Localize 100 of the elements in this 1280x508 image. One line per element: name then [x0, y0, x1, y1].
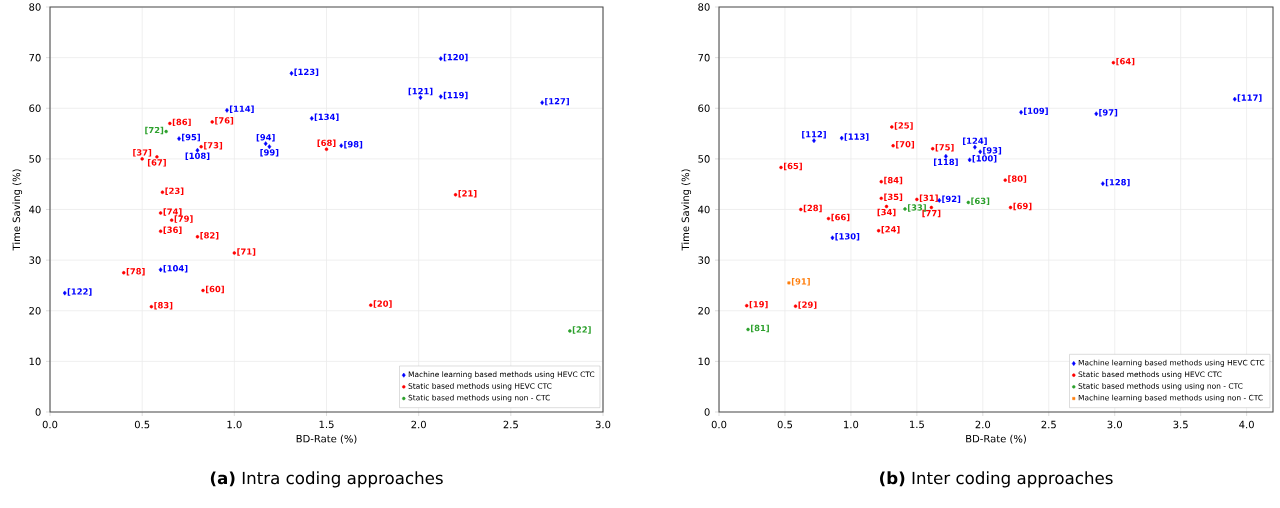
y-axis-title: Time Saving (%) [12, 169, 23, 251]
y-axis-title: Time Saving (%) [681, 169, 692, 251]
annotation: [20] [373, 300, 392, 308]
point [199, 144, 203, 149]
annotation: [98] [344, 140, 363, 149]
point [966, 200, 971, 205]
annotation: [109] [1024, 107, 1048, 115]
annotation: [92] [942, 195, 961, 204]
x-tick-label: 3.0 [595, 420, 611, 429]
point [232, 251, 237, 255]
annotation: [97] [1099, 109, 1118, 117]
annotation: [104] [163, 264, 188, 273]
y-tick-label: 40 [29, 205, 41, 214]
point [568, 329, 572, 333]
annotation: [83] [154, 301, 173, 310]
point [62, 290, 67, 296]
point [369, 303, 373, 307]
point [160, 190, 165, 195]
point [903, 207, 907, 211]
point [169, 218, 174, 222]
x-tick-label: 1.0 [844, 420, 859, 429]
point [140, 157, 144, 161]
point [930, 147, 935, 151]
point [1019, 109, 1023, 115]
annotation: [91] [791, 278, 810, 286]
annotation: [95] [182, 133, 200, 142]
point [210, 120, 214, 124]
annotation: [24] [881, 225, 900, 234]
point [876, 229, 881, 233]
annotation: [68] [317, 139, 336, 147]
y-tick-label: 80 [29, 3, 41, 11]
annotation: [37] [133, 149, 152, 157]
point [879, 179, 883, 184]
y-tick-label: 80 [698, 3, 710, 11]
annotation: [114] [229, 105, 254, 113]
annotation: [31] [919, 194, 938, 203]
x-tick-label: 1.5 [319, 420, 334, 429]
point [839, 135, 844, 141]
annotation: [29] [798, 301, 817, 309]
point [195, 235, 200, 239]
annotation: [35] [884, 193, 903, 202]
x-tick-label: 1.5 [910, 420, 924, 429]
annotation: [86] [172, 118, 191, 127]
y-tick-label: 0 [35, 408, 41, 416]
point [967, 157, 972, 163]
point [164, 129, 168, 134]
point [1003, 178, 1007, 182]
point [799, 207, 803, 212]
point [1111, 60, 1116, 65]
y-tick-label: 20 [698, 306, 710, 315]
point [155, 155, 159, 159]
point [787, 281, 791, 285]
x-tick-label: 2.0 [975, 420, 991, 429]
annotation: [113] [844, 133, 869, 141]
x-axis-title: BD-Rate (%) [966, 434, 1026, 444]
point [891, 143, 895, 148]
y-tick-label: 10 [29, 357, 41, 366]
annotation: [28] [803, 204, 822, 213]
annotation: [76] [215, 117, 234, 125]
annotation: [19] [749, 300, 768, 309]
annotation: [23] [165, 187, 184, 195]
annotation: [21] [458, 190, 477, 198]
annotation: [25] [894, 122, 913, 130]
annotation: [71] [237, 248, 256, 256]
x-tick-label: 3.0 [1107, 420, 1122, 429]
annotation: [63] [971, 197, 990, 206]
annotation: [108] [185, 152, 210, 161]
point [225, 107, 229, 113]
annotation: [118] [934, 158, 958, 167]
point [540, 100, 545, 106]
y-tick-label: 20 [29, 306, 41, 315]
annotation: [119] [443, 91, 468, 100]
text: (b) Inter coding approaches [880, 471, 1113, 488]
annotation: [84] [884, 176, 903, 185]
annotation: [93] [983, 146, 1002, 155]
y-tick-label: 50 [29, 155, 41, 163]
x-tick-label: 0.5 [777, 420, 793, 429]
y-tick-label: 70 [29, 53, 41, 62]
annotation: [34] [877, 208, 896, 217]
x-tick-label: 3.5 [1173, 420, 1188, 429]
annotation: [36] [163, 226, 182, 234]
x-tick-label: 4.0 [1239, 420, 1254, 429]
annotation: [94] [256, 133, 275, 142]
annotation: [80] [1008, 175, 1027, 183]
annotation: [74] [163, 208, 182, 216]
annotation: [124] [963, 137, 987, 145]
point [746, 327, 750, 332]
x-tick-label: 0.0 [711, 420, 727, 429]
y-tick-label: 70 [698, 53, 710, 62]
point [1008, 205, 1013, 210]
point [438, 56, 443, 62]
point [1094, 111, 1099, 117]
point [158, 211, 163, 215]
point [339, 143, 344, 149]
point [158, 267, 163, 273]
annotation: [117] [1237, 94, 1262, 102]
text: (a) Intra coding approaches [210, 471, 443, 488]
point [1100, 181, 1105, 187]
x-tick-label: 2.0 [411, 420, 426, 429]
annotation: [99] [260, 149, 279, 157]
